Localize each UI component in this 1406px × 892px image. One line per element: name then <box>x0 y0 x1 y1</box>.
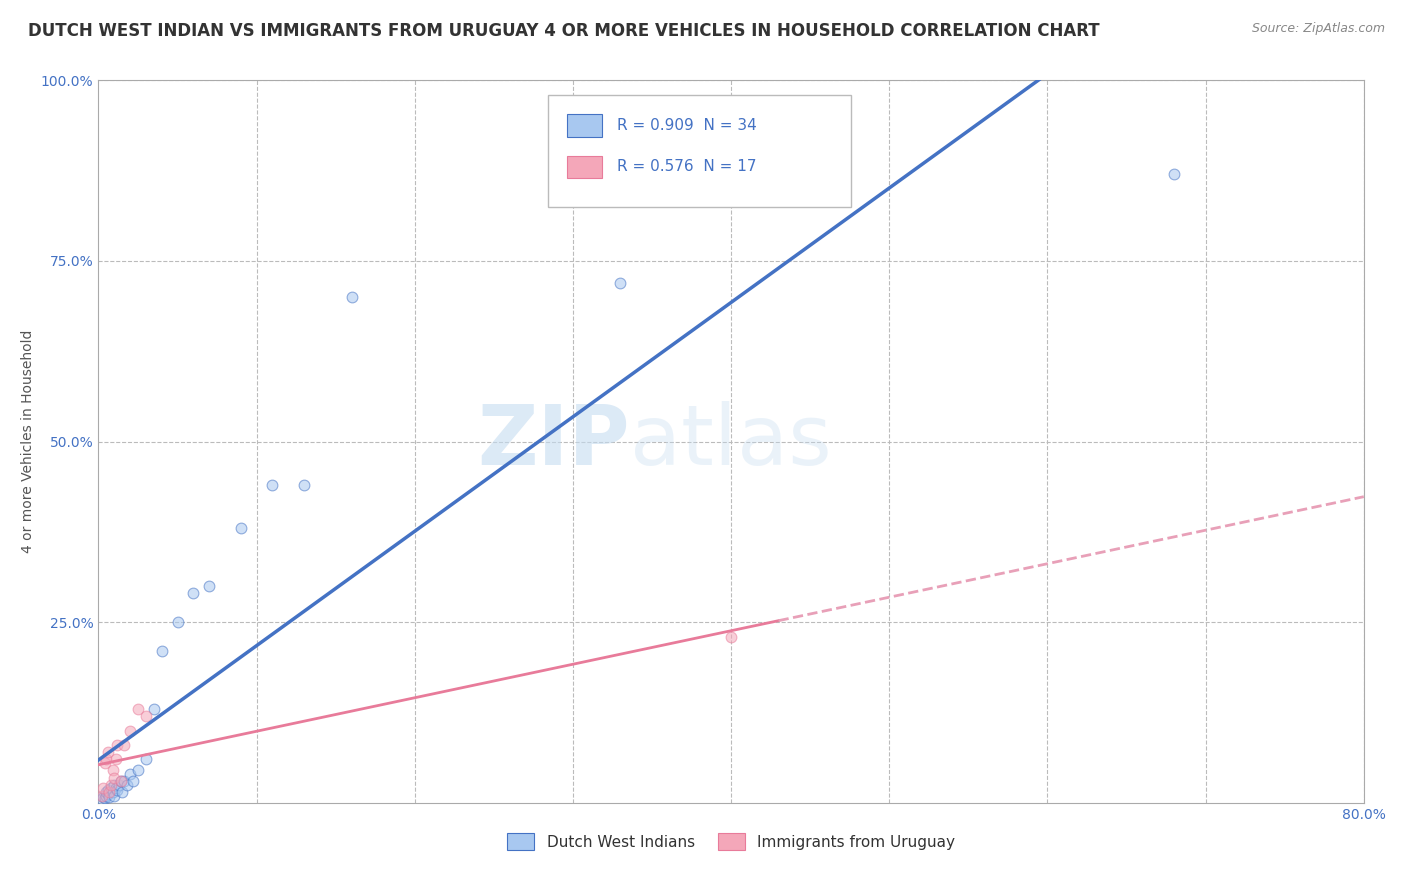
Point <box>96 785 118 799</box>
Point <box>183 586 205 600</box>
Point <box>120 723 141 738</box>
Point <box>101 764 124 778</box>
Point <box>100 778 122 792</box>
Point <box>112 738 135 752</box>
Point <box>720 630 742 644</box>
Point <box>107 738 129 752</box>
Point <box>101 785 124 799</box>
Point <box>104 781 127 796</box>
Legend: Dutch West Indians, Immigrants from Uruguay: Dutch West Indians, Immigrants from Urug… <box>501 827 962 856</box>
Text: Source: ZipAtlas.com: Source: ZipAtlas.com <box>1251 22 1385 36</box>
Point <box>122 774 145 789</box>
Point <box>97 787 120 801</box>
Point <box>120 767 141 781</box>
Point <box>107 782 129 797</box>
FancyBboxPatch shape <box>567 114 602 136</box>
Point <box>115 778 138 792</box>
Text: ZIP: ZIP <box>478 401 630 482</box>
Point <box>262 478 284 492</box>
Point <box>340 290 363 304</box>
Point <box>103 771 125 785</box>
Point <box>110 774 132 789</box>
Point <box>135 752 157 766</box>
Point <box>103 789 125 803</box>
Point <box>108 778 131 792</box>
Point <box>110 774 132 789</box>
Point <box>292 478 315 492</box>
Text: R = 0.909  N = 34: R = 0.909 N = 34 <box>617 118 756 133</box>
Point <box>96 752 118 766</box>
Point <box>112 774 135 789</box>
Point <box>90 789 112 803</box>
Text: atlas: atlas <box>630 401 831 482</box>
Point <box>166 615 188 630</box>
Point <box>229 521 252 535</box>
Point <box>100 781 122 796</box>
Point <box>609 276 631 290</box>
Y-axis label: 4 or more Vehicles in Household: 4 or more Vehicles in Household <box>21 330 35 553</box>
Point <box>127 702 149 716</box>
Point <box>104 752 127 766</box>
FancyBboxPatch shape <box>547 95 851 207</box>
Point <box>96 789 118 803</box>
Point <box>93 756 117 770</box>
Point <box>91 781 114 796</box>
Point <box>97 782 120 797</box>
Point <box>103 778 125 792</box>
Point <box>142 702 165 716</box>
Point <box>98 785 121 799</box>
Point <box>150 644 173 658</box>
Text: DUTCH WEST INDIAN VS IMMIGRANTS FROM URUGUAY 4 OR MORE VEHICLES IN HOUSEHOLD COR: DUTCH WEST INDIAN VS IMMIGRANTS FROM URU… <box>28 22 1099 40</box>
Text: R = 0.576  N = 17: R = 0.576 N = 17 <box>617 159 756 174</box>
Point <box>198 579 221 593</box>
Point <box>98 790 121 805</box>
Point <box>111 785 134 799</box>
Point <box>90 792 112 806</box>
Point <box>1163 167 1185 181</box>
Point <box>93 791 117 805</box>
Point <box>97 745 120 759</box>
Point <box>91 790 114 805</box>
FancyBboxPatch shape <box>567 155 602 178</box>
Point <box>135 709 157 723</box>
Point <box>127 764 149 778</box>
